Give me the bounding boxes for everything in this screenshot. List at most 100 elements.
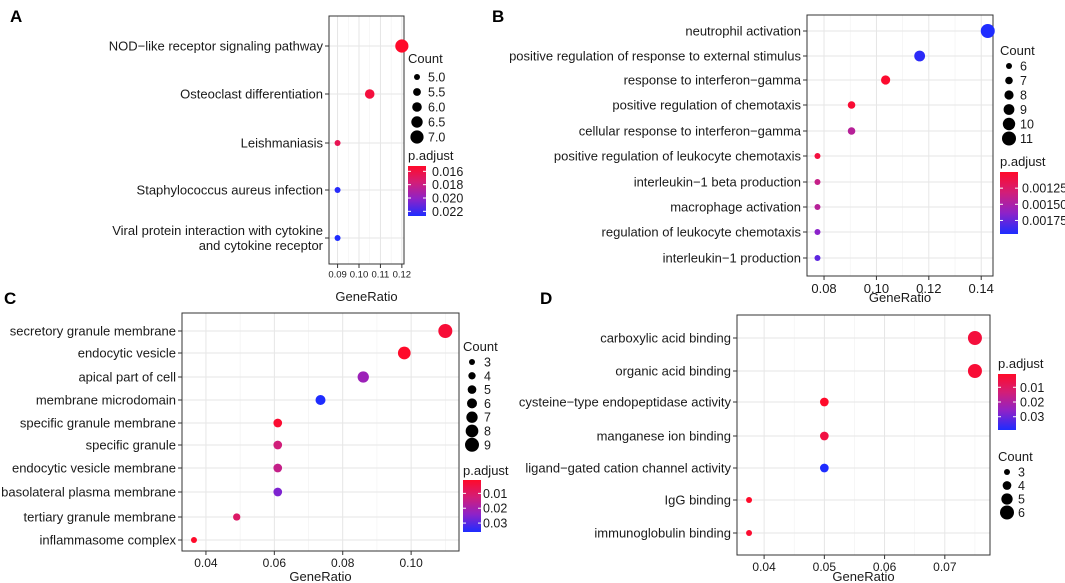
count-legend-label: 5.5 (428, 86, 445, 100)
data-point (233, 513, 241, 521)
count-legend-dot (1006, 63, 1012, 69)
data-point (814, 153, 821, 159)
p-adjust-colorbar (998, 374, 1016, 430)
category-label-line: Viral protein interaction with cytokine (112, 223, 323, 238)
data-point (334, 140, 341, 146)
x-tick-label: 0.10 (350, 270, 369, 281)
plot-border-a (328, 15, 405, 265)
data-point (438, 324, 453, 338)
count-legend-dot (1005, 76, 1013, 85)
x-tick-label: 0.11 (372, 270, 390, 281)
count-legend-label: 9 (484, 438, 491, 452)
data-point (334, 235, 341, 241)
x-axis-label: GeneRatio (335, 289, 397, 304)
x-tick-label: 0.09 (328, 270, 347, 281)
category-label: carboxylic acid binding (600, 331, 731, 346)
plot-border-c (181, 312, 460, 552)
count-legend-label: 10 (1020, 118, 1034, 132)
x-tick-label: 0.08 (331, 556, 355, 570)
p-adjust-legend-label: 0.00150 (1022, 198, 1065, 212)
category-label: ligand−gated cation channel activity (525, 461, 731, 476)
x-axis-label: GeneRatio (289, 569, 351, 583)
count-legend-label: 8 (1020, 89, 1027, 103)
data-point (273, 463, 283, 473)
category-label: endocytic vesicle membrane (12, 461, 176, 476)
data-point (967, 364, 982, 378)
panel-letter-b: B (492, 7, 504, 26)
panel-letter-a: A (10, 7, 22, 26)
data-point (814, 229, 821, 235)
count-legend-dot (469, 359, 475, 365)
count-legend-label: 3 (1018, 466, 1025, 480)
data-point (914, 50, 926, 62)
count-legend-dot (412, 102, 422, 112)
count-legend-label: 5.0 (428, 71, 445, 85)
count-legend-dot (1002, 131, 1016, 146)
p-adjust-colorbar (408, 166, 426, 216)
p-adjust-legend-label: 0.00125 (1022, 182, 1065, 196)
count-legend-title: Count (998, 449, 1033, 464)
data-point (397, 346, 411, 360)
p-adjust-legend-title: p.adjust (1000, 154, 1046, 169)
count-legend-title: Count (1000, 43, 1035, 58)
p-adjust-legend-label: 0.02 (1020, 396, 1044, 410)
x-tick-label: 0.08 (811, 281, 836, 296)
plot-area-a (329, 16, 404, 264)
x-tick-label: 0.04 (194, 556, 218, 570)
p-adjust-legend-label: 0.03 (1020, 410, 1044, 424)
p-adjust-legend-label: 0.00175 (1022, 214, 1065, 228)
category-label: membrane microdomain (36, 393, 176, 408)
category-label: Osteoclast differentiation (180, 87, 323, 102)
category-label: tertiary granule membrane (24, 510, 176, 525)
x-tick-label: 0.06 (873, 560, 897, 574)
data-point (746, 530, 753, 536)
x-axis-label: GeneRatio (869, 290, 931, 305)
panel-letter-d: D (540, 289, 552, 308)
count-legend-label: 7 (1020, 74, 1027, 88)
count-legend-label: 6 (484, 397, 491, 411)
data-point (847, 101, 856, 109)
x-tick-label: 0.12 (916, 281, 941, 296)
p-adjust-legend-label: 0.020 (432, 192, 463, 206)
plot-area-b (807, 15, 993, 276)
x-tick-label: 0.04 (752, 560, 776, 574)
category-label: cysteine−type endopeptidase activity (519, 395, 732, 410)
category-label: macrophage activation (670, 200, 801, 215)
category-label: inflammasome complex (39, 533, 176, 548)
data-point (980, 24, 995, 38)
x-tick-label: 0.10 (399, 556, 423, 570)
data-point (273, 440, 283, 450)
count-legend-label: 6.5 (428, 116, 445, 130)
count-legend-title: Count (408, 51, 443, 66)
data-point (395, 39, 409, 53)
count-legend-label: 5 (1018, 493, 1025, 507)
category-label: NOD−like receptor signaling pathway (109, 39, 324, 54)
data-point (847, 127, 856, 135)
x-tick-label: 0.10 (864, 281, 889, 296)
count-legend-dot (1004, 90, 1014, 100)
data-point (273, 418, 283, 428)
p-adjust-legend-label: 0.016 (432, 165, 463, 179)
count-legend-label: 4 (1018, 479, 1025, 493)
category-label: Staphylococcus aureus infection (137, 183, 323, 198)
count-legend-dot (1002, 117, 1016, 131)
category-label: interleukin−1 production (663, 251, 801, 266)
count-legend-dot (467, 385, 477, 394)
count-legend-dot (465, 437, 479, 452)
plot-area-c (182, 313, 459, 551)
count-legend-label: 6 (1020, 60, 1027, 74)
p-adjust-legend-title: p.adjust (408, 148, 454, 163)
count-legend-label: 11 (1020, 132, 1033, 146)
data-point (746, 497, 753, 503)
p-adjust-legend-label: 0.01 (1020, 381, 1044, 395)
category-label: positive regulation of chemotaxis (612, 98, 801, 113)
category-label: apical part of cell (78, 370, 176, 385)
count-legend-dot (411, 116, 423, 128)
category-label: IgG binding (665, 493, 732, 508)
data-point (880, 75, 891, 85)
data-point (967, 331, 982, 345)
category-label: cellular response to interferon−gamma (579, 124, 802, 139)
